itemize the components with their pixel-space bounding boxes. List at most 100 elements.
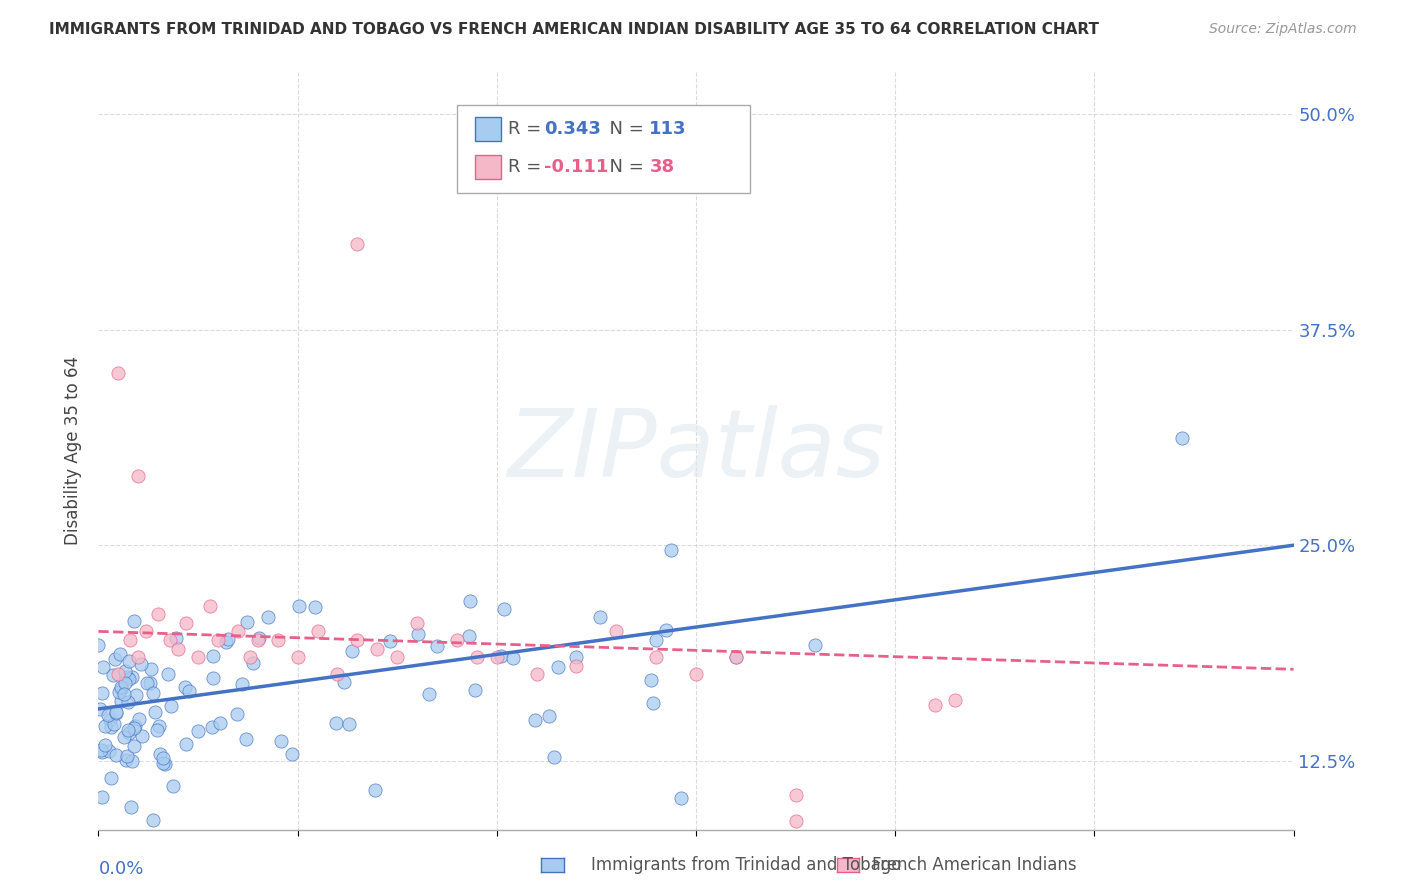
- Text: 38: 38: [650, 158, 675, 177]
- Point: [117, 723, 139, 738]
- Point: [91, 659, 114, 673]
- Point: [135, 624, 157, 639]
- Point: [804, 638, 827, 652]
- Point: [87, 638, 110, 652]
- Point: [924, 698, 946, 713]
- Point: [124, 719, 146, 733]
- Point: [153, 756, 176, 771]
- Point: [142, 686, 165, 700]
- Text: 0.343: 0.343: [544, 120, 602, 138]
- Point: [785, 814, 807, 828]
- Point: [669, 791, 692, 805]
- Point: [406, 627, 429, 641]
- Text: R =: R =: [509, 158, 547, 177]
- Point: [117, 749, 139, 764]
- Point: [127, 469, 149, 483]
- Point: [217, 632, 239, 647]
- Point: [325, 716, 347, 731]
- Point: [565, 658, 588, 673]
- Text: N =: N =: [598, 120, 650, 138]
- Point: [127, 650, 149, 665]
- Point: [177, 684, 200, 698]
- Point: [340, 644, 363, 658]
- Point: [90, 742, 112, 756]
- Point: [239, 650, 262, 665]
- Point: [458, 629, 481, 643]
- Point: [131, 657, 153, 671]
- Point: [198, 599, 221, 613]
- Point: [128, 712, 150, 726]
- Point: [202, 671, 225, 685]
- Point: [231, 677, 253, 691]
- Point: [605, 624, 627, 639]
- Bar: [475, 117, 501, 141]
- Point: [152, 756, 174, 770]
- Point: [287, 599, 309, 613]
- Point: [655, 624, 678, 638]
- Point: [157, 666, 180, 681]
- Point: [91, 790, 114, 805]
- Point: [207, 633, 229, 648]
- Point: [287, 650, 309, 665]
- Point: [122, 721, 145, 735]
- Point: [122, 614, 145, 628]
- Point: [489, 649, 512, 664]
- Point: [304, 600, 326, 615]
- Point: [685, 667, 707, 681]
- Point: [589, 610, 612, 624]
- Point: [118, 725, 141, 739]
- Point: [645, 650, 668, 665]
- Point: [346, 236, 368, 251]
- Bar: [475, 155, 501, 179]
- Point: [187, 650, 209, 665]
- Point: [333, 675, 356, 690]
- Point: [465, 650, 488, 665]
- Point: [114, 664, 136, 678]
- Point: [159, 633, 181, 648]
- Point: [464, 683, 486, 698]
- Point: [236, 615, 259, 629]
- Text: N =: N =: [598, 158, 650, 177]
- Point: [121, 754, 143, 768]
- Text: 113: 113: [650, 120, 688, 138]
- Point: [215, 635, 238, 649]
- Point: [659, 543, 682, 558]
- Point: [187, 724, 209, 739]
- Point: [125, 688, 148, 702]
- Point: [724, 650, 747, 665]
- Point: [645, 633, 668, 648]
- Point: [138, 676, 160, 690]
- Point: [364, 782, 387, 797]
- Point: [149, 747, 172, 761]
- Point: [90, 686, 112, 700]
- Point: [121, 670, 143, 684]
- Point: [103, 667, 125, 681]
- Point: [176, 737, 198, 751]
- Text: -0.111: -0.111: [544, 158, 609, 177]
- Point: [120, 800, 142, 814]
- Point: [226, 706, 249, 721]
- Point: [641, 696, 664, 710]
- Point: [108, 647, 131, 661]
- Point: [107, 366, 129, 380]
- Point: [100, 771, 122, 785]
- FancyBboxPatch shape: [457, 105, 749, 193]
- Point: [485, 650, 508, 665]
- Point: [418, 687, 440, 701]
- Point: [165, 631, 187, 645]
- Point: [307, 624, 329, 639]
- Point: [103, 716, 125, 731]
- Point: [105, 706, 128, 720]
- Point: [118, 654, 141, 668]
- Point: [247, 631, 270, 645]
- Point: [406, 615, 429, 630]
- Point: [543, 750, 565, 764]
- Point: [167, 641, 190, 656]
- Point: [524, 713, 547, 727]
- Text: IMMIGRANTS FROM TRINIDAD AND TOBAGO VS FRENCH AMERICAN INDIAN DISABILITY AGE 35 : IMMIGRANTS FROM TRINIDAD AND TOBAGO VS F…: [49, 22, 1099, 37]
- Point: [148, 719, 170, 733]
- Point: [122, 739, 145, 753]
- Point: [547, 660, 569, 674]
- Point: [494, 602, 516, 616]
- Point: [112, 731, 135, 745]
